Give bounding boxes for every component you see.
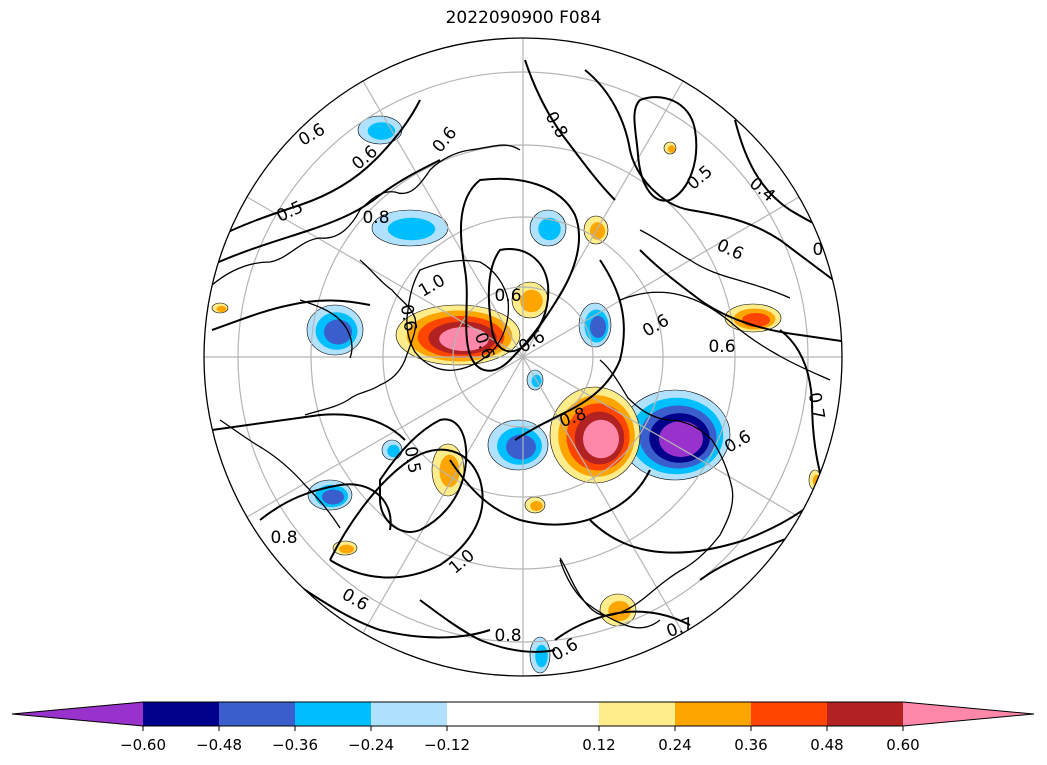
anomaly-shade (322, 489, 344, 505)
anomaly-shade (387, 444, 400, 458)
colorbar-bin (143, 702, 219, 726)
coastline-eurasia (559, 291, 831, 617)
colorbar-tick-label: 0.60 (886, 736, 919, 754)
colorbar-bin (599, 702, 675, 726)
contour-line (449, 459, 651, 526)
anomaly-region (307, 479, 353, 511)
coastline-alaska (219, 419, 341, 529)
colorbar-tick-label: 0.24 (658, 736, 691, 754)
contour-label: 0.8 (270, 528, 297, 548)
anomaly-shade (387, 217, 436, 241)
anomaly-region (357, 115, 403, 145)
colorbar-bin (675, 702, 751, 726)
colorbar-bin (295, 702, 371, 726)
polar-stereographic-map: 0.60.60.6 0.80.5 0.40.5 0.80.6 0.51.0 0.60.6 0… (203, 37, 843, 677)
colorbar-tick-label: 0.48 (810, 736, 843, 754)
anomaly-shade (439, 327, 489, 351)
anomaly-region (381, 439, 403, 461)
anomaly-region (524, 496, 546, 514)
colorbar-tick-label: 0.36 (734, 736, 767, 754)
anomaly-shade (538, 217, 561, 241)
anomaly-shade (367, 122, 396, 140)
anomaly-shade (520, 289, 543, 313)
colorbar-bin (371, 702, 447, 726)
contour-line (633, 96, 698, 202)
anomaly-region (619, 389, 731, 481)
anomaly-region (511, 281, 549, 319)
colorbar-tick-label: −0.24 (348, 736, 394, 754)
colorbar-tick-label: −0.12 (424, 736, 470, 754)
contour-line (211, 99, 421, 241)
colorbar-overflow-triangle (903, 702, 1034, 726)
anomaly-region (371, 209, 449, 247)
contour-line (524, 59, 616, 201)
anomaly-region (487, 419, 549, 471)
colorbar-bin (827, 702, 903, 726)
colorbar-tick-label: −0.48 (196, 736, 242, 754)
contour-line (459, 177, 581, 372)
anomaly-shade (535, 644, 548, 668)
anomaly-region (211, 302, 229, 314)
colorbar-bin (219, 702, 295, 726)
contour-line (379, 418, 468, 533)
contour-line (211, 299, 371, 331)
anomaly-shade (659, 421, 703, 457)
contour-line (289, 579, 491, 639)
colorbar: −0.60 −0.48 −0.36 −0.24 −0.12 0.12 0.24 0.36 0.4… (11, 701, 1035, 754)
anomaly-shade (339, 544, 354, 554)
anomaly-region (578, 302, 612, 348)
anomaly-shade (506, 434, 536, 460)
coastline-siberia (639, 229, 791, 299)
contour-line (329, 448, 484, 579)
colorbar-bin (751, 702, 827, 726)
colorbar-tick-label: 0.12 (582, 736, 615, 754)
anomaly-shade (667, 145, 676, 153)
anomaly-shade (590, 316, 606, 338)
anomaly-shade (583, 419, 619, 459)
anomaly-region (529, 209, 567, 247)
anomaly-shade (742, 313, 770, 327)
contour-line (554, 610, 691, 641)
map-boundary-circle (203, 37, 843, 677)
contour-label: 0.8 (362, 208, 389, 228)
contour-line (589, 504, 811, 554)
contour-label: 0.6 (494, 286, 521, 306)
contour-label: 0.6 (396, 303, 420, 333)
contour-line (779, 329, 826, 491)
coastline-north-america (211, 144, 521, 416)
anomaly-region (529, 636, 551, 674)
contour-label: 0.7 (804, 391, 828, 421)
contour-line (639, 249, 842, 343)
contour-label: 0.8 (494, 626, 521, 646)
contour-line (211, 159, 441, 266)
anomaly-shade (608, 601, 631, 621)
anomaly-region (395, 304, 521, 366)
anomaly-region (663, 141, 677, 155)
map-title: 2022090900 F084 (445, 8, 602, 28)
colorbar-underflow-triangle (12, 702, 143, 726)
colorbar-bins (143, 702, 903, 726)
contour-line (514, 259, 625, 441)
contour-line (259, 483, 392, 531)
contour-label: 0.6 (708, 337, 735, 357)
contour-line (487, 248, 550, 353)
contour-label: 0.5 (400, 445, 424, 475)
colorbar-bin (447, 702, 599, 726)
coastline-greenland (406, 259, 510, 371)
contour-line (419, 599, 556, 653)
anomaly-shading-layer (211, 115, 822, 674)
colorbar-tick-label: −0.60 (120, 736, 166, 754)
graticule (204, 38, 842, 676)
anomaly-shade (216, 305, 227, 313)
colorbar-tick-label: −0.36 (272, 736, 318, 754)
colorbar-ticks: −0.60 −0.48 −0.36 −0.24 −0.12 0.12 0.24 0.36 0.4… (120, 726, 920, 754)
contour-line (211, 413, 406, 441)
contour-line (584, 69, 841, 286)
meridian-line (246, 196, 800, 518)
anomaly-shade (530, 501, 543, 511)
anomaly-region (549, 386, 641, 484)
